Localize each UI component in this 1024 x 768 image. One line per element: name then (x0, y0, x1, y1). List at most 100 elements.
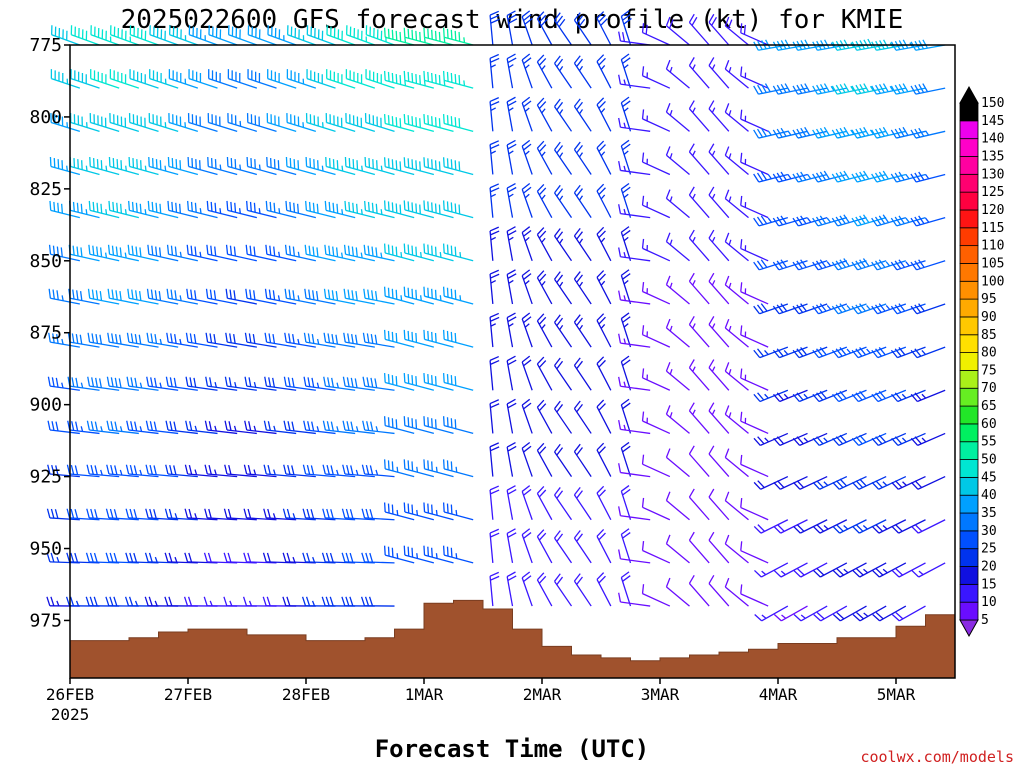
wind-barb (128, 156, 159, 176)
wind-barb (403, 502, 435, 521)
wind-barb (364, 156, 395, 176)
colorbar-swatch (959, 583, 979, 603)
wind-barb (688, 272, 710, 305)
wind-barb (442, 372, 474, 391)
x-tick-label: 28FEB (282, 685, 330, 704)
wind-barb (125, 552, 159, 564)
wind-barb (146, 376, 179, 391)
wind-barb (302, 464, 336, 478)
wind-barb (554, 400, 573, 434)
wind-barb (302, 552, 336, 564)
wind-barb (442, 286, 474, 305)
colorbar-swatch (959, 352, 979, 371)
colorbar-label: 135 (981, 149, 1004, 164)
colorbar-swatch (959, 316, 979, 336)
wind-barb (129, 25, 159, 46)
wind-barb (536, 399, 553, 434)
colorbar-swatch (959, 298, 979, 318)
wind-barb (724, 318, 749, 348)
wind-barb (596, 356, 612, 391)
wind-barb (106, 420, 139, 435)
wind-barb (342, 420, 375, 435)
wind-barb (724, 189, 749, 219)
wind-barb (554, 12, 573, 46)
wind-barb (403, 114, 435, 132)
wind-barb (740, 152, 769, 176)
wind-barb (126, 332, 159, 348)
wind-barb (620, 269, 632, 305)
wind-barb (665, 103, 690, 132)
y-axis: 775 800 825 850 875 900 925 950 975 (29, 35, 70, 631)
wind-barb (641, 411, 671, 435)
wind-barb (223, 552, 257, 564)
wind-barb (890, 83, 926, 95)
wind-barb (573, 12, 592, 46)
colorbar-swatch (959, 173, 979, 193)
wind-barb (573, 357, 592, 391)
wind-barb (125, 464, 159, 478)
wind-barb (536, 54, 553, 89)
wind-barb (286, 113, 317, 132)
wind-barb (773, 562, 808, 578)
wind-barb (871, 389, 907, 403)
wind-barb (708, 402, 730, 434)
wind-barb (126, 420, 159, 435)
colorbar-top-arrow (959, 85, 979, 104)
wind-barb (246, 156, 277, 176)
wind-barb (506, 269, 517, 305)
wind-barb (225, 288, 257, 305)
colorbar-swatch (959, 370, 979, 389)
wind-barb (87, 376, 120, 391)
wind-barb (403, 459, 435, 478)
wind-barb (554, 141, 573, 175)
wind-barb (851, 83, 887, 95)
wind-barb (423, 502, 454, 521)
wind-barb (618, 290, 651, 305)
wind-barb (243, 464, 277, 478)
wind-barb (360, 596, 395, 607)
colorbar-swatch (959, 459, 979, 478)
x-tick-label: 26FEB (46, 685, 94, 704)
y-tick-label: 950 (29, 539, 62, 560)
wind-barb (383, 416, 415, 435)
wind-barb (423, 70, 454, 89)
colorbar-swatch (959, 405, 979, 425)
wind-barb (618, 74, 651, 89)
colorbar-swatch (959, 441, 979, 460)
wind-barb (86, 420, 120, 435)
wind-barb (573, 443, 592, 477)
wind-barb (323, 288, 356, 305)
wind-barb (164, 552, 198, 564)
wind-barb (88, 200, 120, 219)
wind-barbs-layer (46, 10, 946, 622)
wind-barb (620, 96, 632, 132)
colorbar-swatch (959, 512, 979, 532)
wind-barb (773, 605, 808, 622)
wind-barb (244, 332, 277, 348)
colorbar-label: 45 (981, 470, 997, 485)
colorbar-swatch (959, 245, 979, 264)
wind-barb (573, 486, 592, 521)
wind-barb (521, 183, 533, 218)
wind-barb (536, 183, 553, 218)
wind-barb (641, 454, 671, 478)
wind-barb (708, 488, 730, 521)
wind-barb (208, 25, 238, 46)
wind-barb (168, 113, 199, 132)
wind-barb (383, 243, 415, 262)
wind-barb (226, 200, 257, 219)
wind-barb (724, 146, 749, 175)
wind-barb (521, 355, 533, 391)
wind-barb (262, 552, 297, 564)
wind-barb (48, 244, 80, 262)
colorbar-label: 50 (981, 453, 997, 468)
wind-barb (286, 25, 317, 46)
wind-barb (688, 100, 710, 132)
wind-barb (186, 288, 218, 305)
wind-barb (489, 140, 500, 175)
wind-barb (185, 332, 218, 348)
wind-barb (86, 508, 120, 521)
wind-barb (536, 140, 553, 175)
wind-barb (573, 271, 592, 305)
wind-barb (107, 332, 139, 348)
